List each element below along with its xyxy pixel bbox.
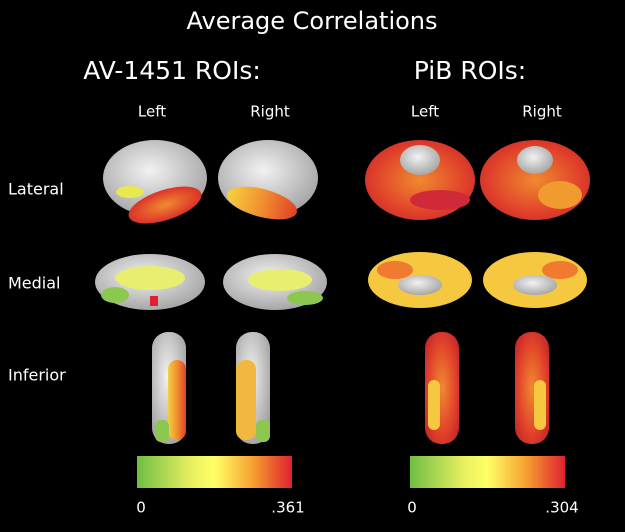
brain-medial bbox=[483, 252, 587, 308]
panel-title: AV-1451 ROIs: bbox=[83, 56, 261, 85]
column-label: Right bbox=[250, 103, 290, 121]
brain-lateral bbox=[480, 140, 590, 220]
brain-medial bbox=[368, 252, 472, 308]
column-label: Left bbox=[411, 103, 439, 121]
colorbar bbox=[410, 456, 565, 488]
brain-inferior bbox=[236, 332, 270, 444]
colorbar bbox=[137, 456, 292, 488]
brain-lateral bbox=[218, 140, 318, 220]
panel-title: PiB ROIs: bbox=[414, 56, 526, 85]
brain-medial bbox=[223, 254, 327, 310]
figure-title: Average Correlations bbox=[186, 7, 437, 35]
brain-medial bbox=[95, 254, 205, 310]
row-label: Lateral bbox=[8, 180, 64, 199]
colorbar-min: 0 bbox=[407, 499, 417, 517]
colorbar-min: 0 bbox=[136, 499, 146, 517]
brain-inferior bbox=[515, 332, 549, 444]
brain-lateral bbox=[365, 140, 475, 220]
colorbar-max: .361 bbox=[271, 499, 304, 517]
row-label: Medial bbox=[8, 274, 61, 293]
column-label: Left bbox=[138, 103, 166, 121]
brain-inferior bbox=[152, 332, 186, 444]
brain-lateral bbox=[103, 140, 207, 224]
column-label: Right bbox=[522, 103, 562, 121]
brain-inferior bbox=[425, 332, 459, 444]
colorbar-max: .304 bbox=[545, 499, 578, 517]
row-label: Inferior bbox=[8, 366, 66, 385]
